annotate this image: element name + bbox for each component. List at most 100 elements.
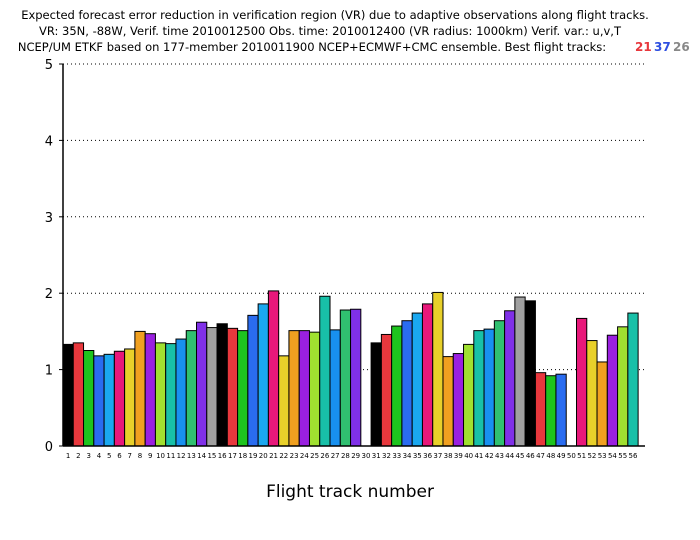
x-tick-label: 46 bbox=[526, 452, 535, 460]
bar-track-29 bbox=[350, 308, 362, 447]
bar-track-18 bbox=[237, 330, 249, 447]
x-tick-label: 20 bbox=[259, 452, 268, 460]
x-tick-label: 45 bbox=[516, 452, 525, 460]
x-tick-label: 26 bbox=[320, 452, 329, 460]
bar-track-53 bbox=[596, 361, 608, 447]
bar-track-43 bbox=[493, 320, 506, 447]
x-tick-label: 10 bbox=[156, 452, 165, 460]
bar-track-41 bbox=[473, 330, 485, 447]
bar-track-33 bbox=[391, 325, 403, 447]
bar-track-6 bbox=[113, 350, 126, 447]
x-tick-label: 54 bbox=[608, 452, 617, 460]
bar-track-24 bbox=[298, 330, 310, 447]
x-tick-label: 17 bbox=[228, 452, 237, 460]
x-tick-label: 3 bbox=[86, 452, 90, 460]
x-tick-label: 50 bbox=[567, 452, 576, 460]
x-tick-label: 29 bbox=[351, 452, 360, 460]
y-tick-labels: 0 1 2 3 4 5 bbox=[45, 58, 63, 455]
bar-track-51 bbox=[576, 317, 588, 447]
chart-title: Expected forecast error reduction in ver… bbox=[18, 8, 690, 54]
title-line-3: NCEP/UM ETKF based on 177-member 2010011… bbox=[18, 40, 606, 54]
bar-track-16 bbox=[216, 323, 228, 447]
y-tick-label: 1 bbox=[45, 364, 53, 379]
x-tick-label: 11 bbox=[166, 452, 175, 460]
bar-track-1 bbox=[62, 343, 74, 447]
x-tick-label: 40 bbox=[464, 452, 473, 460]
bar-track-8 bbox=[134, 330, 146, 447]
bar-track-10 bbox=[154, 342, 167, 447]
x-tick-label: 31 bbox=[372, 452, 381, 460]
x-tick-label: 38 bbox=[444, 452, 453, 460]
bar-track-44 bbox=[504, 310, 516, 447]
x-tick-label: 2 bbox=[76, 452, 80, 460]
x-tick-label: 1 bbox=[66, 452, 70, 460]
x-tick-label: 48 bbox=[546, 452, 555, 460]
bar-track-35 bbox=[411, 312, 423, 447]
x-tick-label: 23 bbox=[290, 452, 299, 460]
x-tick-label: 55 bbox=[618, 452, 627, 460]
x-tick-label: 16 bbox=[218, 452, 227, 460]
bar-track-25 bbox=[308, 331, 321, 447]
x-tick-label: 51 bbox=[577, 452, 586, 460]
bar-track-26 bbox=[319, 295, 331, 447]
x-tick-label: 41 bbox=[474, 452, 483, 460]
bar-track-48 bbox=[545, 375, 557, 447]
best-track-3: 26 bbox=[673, 40, 690, 54]
x-tick-label: 33 bbox=[392, 452, 401, 460]
x-tick-label: 18 bbox=[238, 452, 247, 460]
bar-track-34 bbox=[401, 320, 413, 447]
x-tick-label: 42 bbox=[485, 452, 494, 460]
x-tick-label: 14 bbox=[197, 452, 206, 460]
bar-track-2 bbox=[72, 342, 85, 447]
bar-track-21 bbox=[267, 290, 280, 447]
x-tick-label: 49 bbox=[557, 452, 566, 460]
bar-track-49 bbox=[555, 373, 567, 447]
bar-track-46 bbox=[524, 300, 536, 447]
bar-track-56 bbox=[627, 312, 639, 447]
bar-track-40 bbox=[463, 343, 475, 447]
bar-track-38 bbox=[442, 356, 454, 447]
x-tick-label: 22 bbox=[279, 452, 288, 460]
x-tick-label: 47 bbox=[536, 452, 545, 460]
bar-track-19 bbox=[247, 314, 259, 447]
best-track-2: 37 bbox=[654, 40, 671, 54]
x-tick-label: 36 bbox=[423, 452, 432, 460]
y-tick-label: 3 bbox=[45, 211, 53, 226]
x-tick-label: 43 bbox=[495, 452, 504, 460]
bar-track-54 bbox=[606, 334, 619, 447]
x-tick-label: 53 bbox=[598, 452, 607, 460]
x-tick-labels: 1 2 3 4 5 6 7 8 9 10 11 12 13 14 15 16 17 18 19 20 21 22 23 24 2… bbox=[66, 452, 638, 460]
x-axis-label: Flight track number bbox=[266, 482, 434, 502]
bar-track-27 bbox=[329, 329, 341, 447]
x-tick-label: 8 bbox=[138, 452, 142, 460]
bar-track-42 bbox=[483, 328, 495, 447]
x-tick-label: 7 bbox=[128, 452, 132, 460]
y-tick-label: 2 bbox=[45, 287, 53, 302]
x-tick-label: 24 bbox=[300, 452, 309, 460]
x-tick-label: 4 bbox=[97, 452, 102, 460]
bar-track-3 bbox=[83, 350, 95, 447]
x-tick-label: 28 bbox=[341, 452, 350, 460]
x-tick-label: 12 bbox=[177, 452, 186, 460]
x-tick-label: 56 bbox=[629, 452, 638, 460]
bar-track-12 bbox=[175, 338, 187, 447]
bar-track-23 bbox=[288, 330, 300, 447]
title-line-1: Expected forecast error reduction in ver… bbox=[21, 8, 649, 22]
bar-track-14 bbox=[196, 321, 208, 447]
x-tick-label: 44 bbox=[505, 452, 514, 460]
y-tick-label: 4 bbox=[45, 134, 53, 149]
bar-track-11 bbox=[165, 343, 177, 447]
x-tick-label: 32 bbox=[382, 452, 391, 460]
x-tick-label: 21 bbox=[269, 452, 278, 460]
x-tick-label: 27 bbox=[331, 452, 340, 460]
bar-track-39 bbox=[452, 353, 465, 447]
best-track-1: 21 bbox=[635, 40, 652, 54]
bar-track-31 bbox=[370, 342, 382, 447]
bar-track-36 bbox=[421, 303, 434, 447]
bar-track-20 bbox=[257, 303, 269, 447]
bar-track-7 bbox=[124, 348, 136, 447]
x-tick-label: 6 bbox=[117, 452, 122, 460]
bar-track-9 bbox=[144, 333, 156, 447]
x-tick-label: 35 bbox=[413, 452, 422, 460]
x-tick-label: 30 bbox=[362, 452, 371, 460]
